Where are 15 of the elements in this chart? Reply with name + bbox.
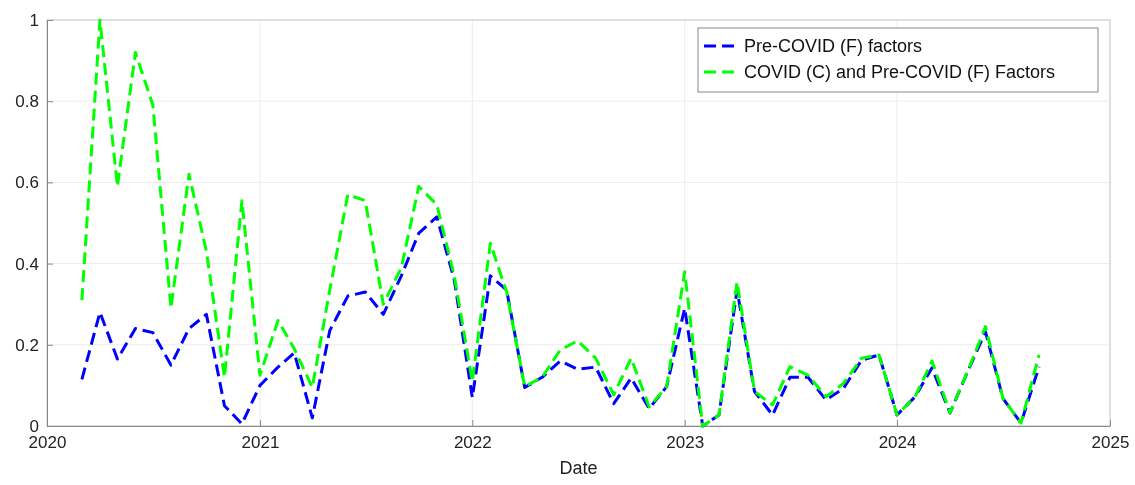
x-tick-label: 2024 xyxy=(878,433,917,453)
legend-label: Pre-COVID (F) factors xyxy=(744,36,923,56)
y-tick-label: 0.6 xyxy=(15,173,39,193)
y-tick-label: 0.8 xyxy=(15,92,39,112)
y-tick-label: 0.2 xyxy=(15,335,39,355)
x-tick-label: 2022 xyxy=(453,433,492,453)
x-tick-label: 2025 xyxy=(1091,433,1130,453)
x-tick-label: 2023 xyxy=(666,433,705,453)
x-tick-label: 2021 xyxy=(241,433,280,453)
legend-label: COVID (C) and Pre-COVID (F) Factors xyxy=(744,62,1056,82)
y-tick-label: 0 xyxy=(29,416,39,436)
y-tick-label: 0.4 xyxy=(15,254,39,274)
x-tick-label: 2020 xyxy=(28,433,67,453)
x-axis-title: Date xyxy=(559,458,598,478)
y-tick-label: 1 xyxy=(29,10,39,30)
